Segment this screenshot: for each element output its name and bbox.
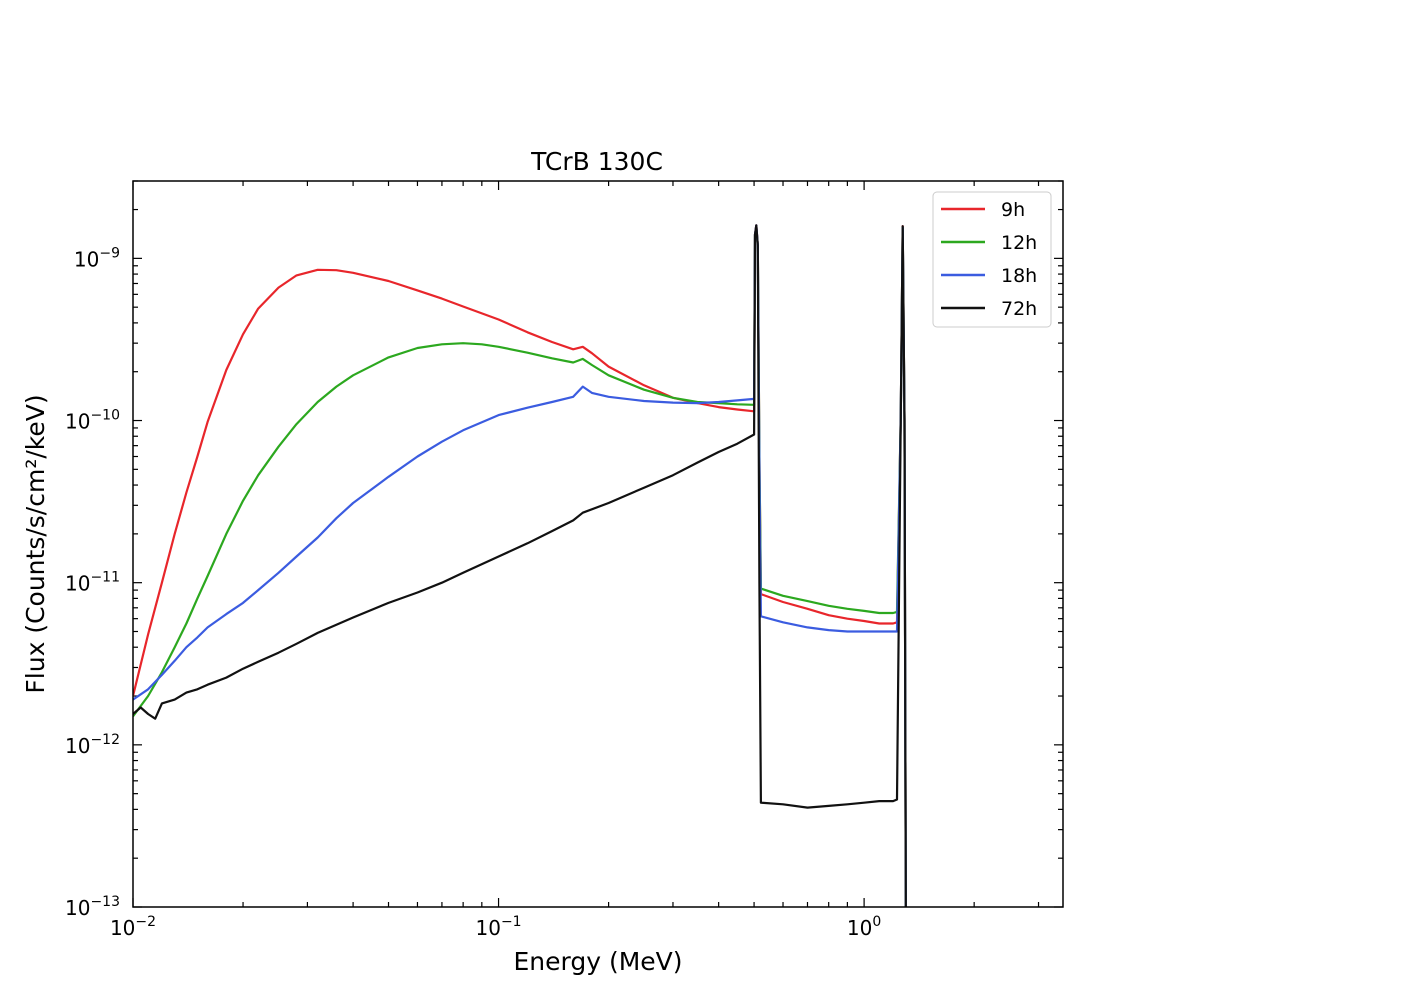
- plot-frame: [132, 180, 1064, 908]
- series-line-12h: [133, 226, 907, 907]
- legend-label-18h: 18h: [1001, 265, 1037, 287]
- legend-box: [932, 191, 1052, 328]
- y-tick-label: 10−11: [65, 570, 120, 596]
- x-tick-label: 100: [847, 914, 881, 940]
- y-tick-label: 10−10: [65, 408, 120, 434]
- chart-title: TCrB 130C: [530, 147, 663, 176]
- x-axis-label: Energy (MeV): [513, 947, 682, 976]
- series-line-9h: [133, 224, 907, 907]
- legend-label-12h: 12h: [1001, 232, 1037, 254]
- legend: 9h 12h 18h 72h: [932, 191, 1052, 328]
- x-tick-label: 10−2: [110, 914, 156, 940]
- x-tick-label: 10−1: [476, 914, 522, 940]
- series-line-72h: [133, 224, 907, 907]
- series-layer: [133, 224, 907, 907]
- legend-label-72h: 72h: [1001, 298, 1037, 320]
- y-tick-label: 10−9: [74, 245, 120, 271]
- y-tick-label: 10−12: [65, 732, 120, 758]
- y-tick-label: 10−13: [65, 894, 120, 920]
- legend-label-9h: 9h: [1001, 199, 1025, 221]
- series-line-18h: [133, 224, 907, 907]
- y-axis-label: Flux (Counts/s/cm²/keV): [21, 394, 50, 693]
- axis-tick-labels: 10−2 10−1 100 10−13 10−12 10−11 10−10 10−9: [65, 245, 881, 940]
